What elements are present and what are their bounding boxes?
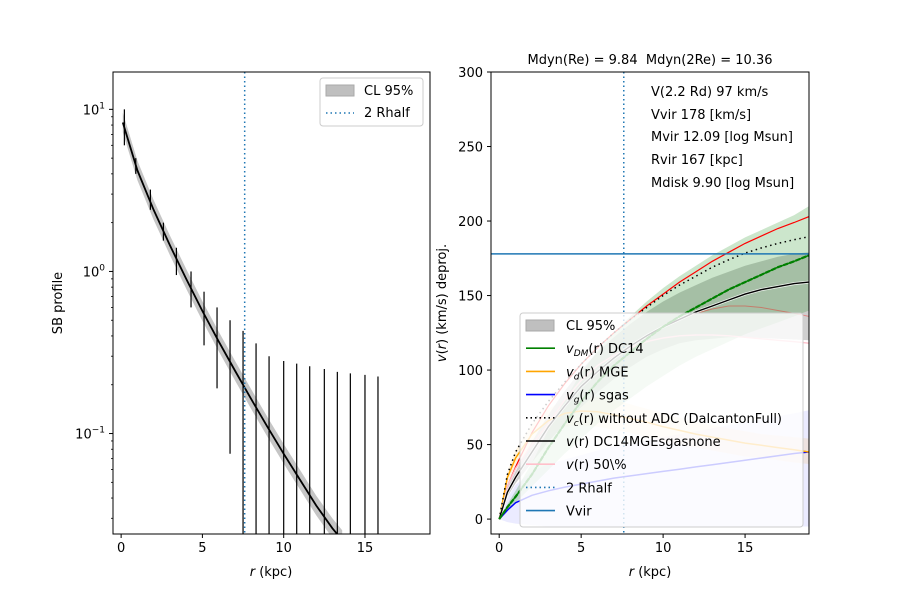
legend-gas-label: vg(r) sgas [566,389,629,406]
left-legend-rhalf-label: 2 Rhalf [364,106,410,121]
left-xtick-label-5: 5 [198,541,206,556]
right-ytick-label-200: 200 [458,215,483,230]
left-xtick-label-10: 10 [275,541,292,556]
legend-dm-label: vDM(r) DC14 [566,342,644,359]
annotation-rvir: Rvir 167 [kpc] [651,153,743,168]
left-ytick-label-1: 100 [83,263,106,280]
annotation-v22rd: V(2.2 Rd) 97 km/s [651,85,769,100]
right-y-axis-label: v(r) (km/s) deproj. [435,244,450,362]
legend-rhalf-label: 2 Rhalf [566,481,612,496]
legend-cl95-label: CL 95% [566,319,615,334]
right-xtick-label-10: 10 [655,541,672,556]
left-legend-cl95-swatch [325,84,355,97]
right-x-axis-label: r (kpc) [629,565,672,580]
left-xtick-label-0: 0 [117,541,125,556]
right-legend: CL 95% vDM(r) DC14 vd(r) MGE vg(r) sgas vc(r… [519,312,804,528]
left-ytick-label-0: 10−1 [75,426,105,443]
right-ytick-label-50: 50 [466,439,483,454]
right-axes-frame [490,71,810,535]
left-ytick-label-2: 101 [83,101,105,118]
right-panel-title: Mdyn(Re) = 9.84 Mdyn(2Re) = 10.36 [528,53,773,68]
right-ytick-label-0: 0 [475,513,483,528]
right-annotations: V(2.2 Rd) 97 km/s Vvir 178 [km/s] Mvir 1… [651,85,794,191]
legend-circ-label: vc(r) without ADC (DalcantonFull) [566,412,782,429]
right-ytick-label-250: 250 [458,141,483,156]
annotation-mdisk: Mdisk 9.90 [log Msun] [651,176,794,191]
right-ytick-label-100: 100 [458,364,483,379]
right-xtick-label-5: 5 [577,541,585,556]
legend-cl95-swatch [525,319,555,332]
sb-model-line [121,122,339,534]
left-legend: CL 95% 2 Rhalf [319,77,424,127]
right-ytick-label-150: 150 [458,290,483,305]
left-xtick-label-15: 15 [357,541,374,556]
left-legend-cl95-label: CL 95% [364,84,413,99]
sb-profile-panel: 0 5 10 15 10−1 100 101 r (kpc) SB profile CL 9… [51,71,431,580]
right-xtick-label-15: 15 [737,541,754,556]
annotation-vvir: Vvir 178 [km/s] [651,108,751,123]
right-ytick-label-300: 300 [458,66,483,81]
left-axes-frame [112,71,431,535]
annotation-mvir: Mvir 12.09 [log Msun] [651,130,793,145]
legend-p50-label: v(r) 50\% [566,458,627,473]
left-x-axis-label: r (kpc) [250,565,293,580]
right-xtick-label-0: 0 [495,541,503,556]
legend-vvir-label: Vvir [566,505,592,520]
rotation-curve-panel: Mdyn(Re) = 9.84 Mdyn(2Re) = 10.36 0 5 10 15… [435,53,810,580]
legend-disk-label: vd(r) MGE [566,365,629,382]
legend-total-label: v(r) DC14MGEsgasnone [566,435,721,450]
left-y-axis-label: SB profile [51,272,66,334]
